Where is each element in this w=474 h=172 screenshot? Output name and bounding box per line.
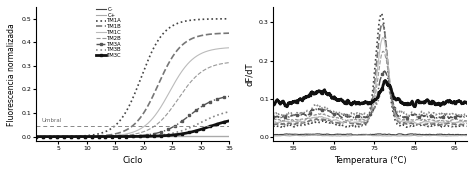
X-axis label: Ciclo: Ciclo bbox=[122, 156, 143, 165]
Legend: C-, C+, TM1A, TM1B, TM1C, TM2B, TM3A, TM3B, TM3C: C-, C+, TM1A, TM1B, TM1C, TM2B, TM3A, TM… bbox=[96, 7, 122, 58]
Y-axis label: dF/dT: dF/dT bbox=[245, 62, 254, 86]
Y-axis label: Fluorescencia normalizada: Fluorescencia normalizada bbox=[7, 23, 16, 126]
Text: Umbral: Umbral bbox=[41, 118, 62, 123]
X-axis label: Temperatura (°C): Temperatura (°C) bbox=[334, 156, 406, 165]
